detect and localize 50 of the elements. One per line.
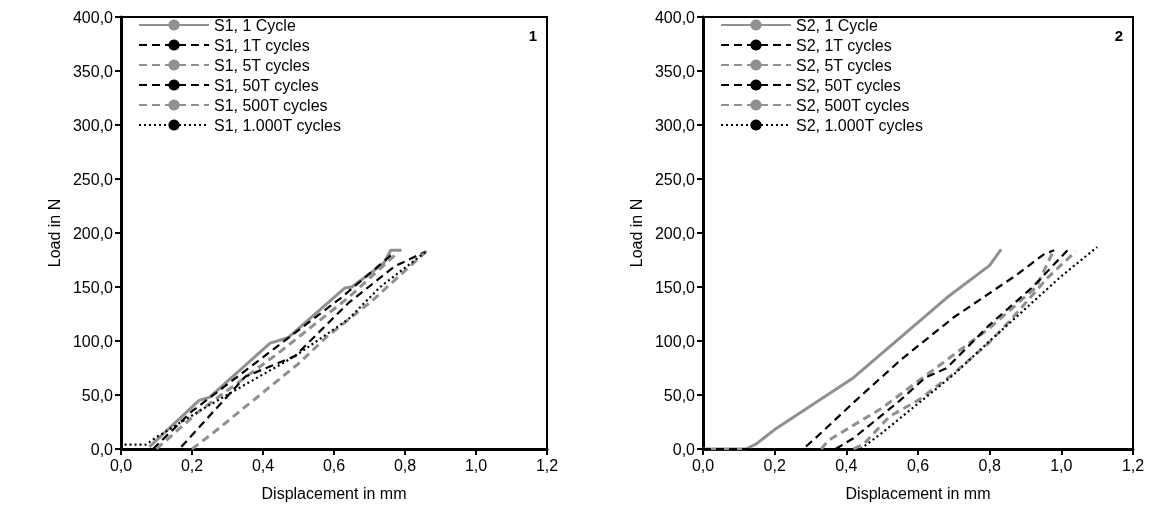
x-tick-label: 0,0 — [109, 456, 133, 474]
y-tick-label: 0,0 — [672, 440, 696, 458]
x-axis-title: Displacement in mm — [261, 484, 407, 502]
y-tick-label: 350,0 — [654, 62, 696, 80]
legend-label: S1, 1T cycles — [214, 36, 310, 54]
x-tick-label: 1,0 — [1050, 456, 1073, 474]
legend-label: S2, 50T cycles — [796, 76, 901, 94]
x-tick-label: 0,8 — [978, 456, 1001, 474]
y-tick-label: 200,0 — [654, 224, 696, 242]
y-tick-label: 150,0 — [654, 278, 696, 296]
legend-label: S1, 50T cycles — [214, 76, 319, 94]
legend-label: S1, 1 Cycle — [214, 16, 296, 34]
y-tick-label: 50,0 — [81, 386, 114, 404]
legend-label: S2, 1 Cycle — [796, 16, 878, 34]
y-tick-label: 250,0 — [72, 170, 114, 188]
x-tick-label: 0,8 — [393, 456, 417, 474]
y-axis-title: Load in N — [627, 198, 645, 268]
y-tick-label: 300,0 — [654, 116, 696, 134]
y-tick-label: 100,0 — [72, 332, 114, 350]
legend-label: S2, 5T cycles — [796, 56, 892, 74]
annotation: 1 — [528, 27, 537, 44]
y-tick-label: 200,0 — [72, 224, 114, 242]
x-axis-title: Displacement in mm — [845, 484, 991, 502]
y-tick-label: 0,0 — [90, 440, 114, 458]
legend-label: S1, 500T cycles — [214, 96, 328, 114]
x-tick-label: 0,0 — [691, 456, 715, 474]
x-tick-label: 1,2 — [535, 456, 559, 474]
legend-label: S1, 1.000T cycles — [214, 116, 341, 134]
y-axis-title: Load in N — [45, 198, 63, 268]
x-tick-label: 0,6 — [906, 456, 930, 474]
x-tick-label: 0,2 — [180, 456, 204, 474]
y-tick-label: 150,0 — [72, 278, 114, 296]
x-tick-label: 1,0 — [464, 456, 488, 474]
y-tick-label: 300,0 — [72, 116, 114, 134]
legend-label: S1, 5T cycles — [214, 56, 310, 74]
legend-label: S2, 1T cycles — [796, 36, 892, 54]
x-tick-label: 1,2 — [1121, 456, 1145, 474]
legend-label: S2, 500T cycles — [796, 96, 910, 114]
x-tick-label: 0,2 — [763, 456, 786, 474]
annotation: 2 — [1114, 27, 1123, 44]
y-tick-label: 250,0 — [654, 170, 696, 188]
x-tick-label: 0,4 — [251, 456, 275, 474]
x-tick-label: 0,4 — [835, 456, 858, 474]
x-tick-label: 0,6 — [322, 456, 346, 474]
legend-label: S2, 1.000T cycles — [796, 116, 923, 134]
y-tick-label: 100,0 — [654, 332, 696, 350]
y-tick-label: 350,0 — [72, 62, 114, 80]
y-tick-label: 400,0 — [654, 8, 696, 26]
y-tick-label: 50,0 — [663, 386, 696, 404]
y-tick-label: 400,0 — [72, 8, 114, 26]
